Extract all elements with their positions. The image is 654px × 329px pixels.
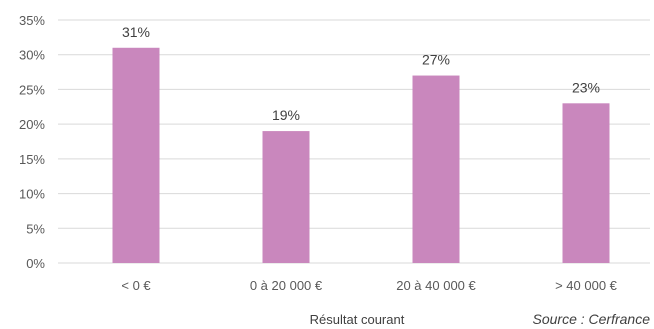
data-labels: 31% 19% 27% 23% [122,24,600,123]
y-tick-label: 10% [19,187,45,202]
y-tick-label: 20% [19,117,45,132]
data-label: 19% [272,107,300,123]
data-label: 31% [122,24,150,40]
y-axis-ticks: 0% 5% 10% 15% 20% 25% 30% 35% [19,13,45,271]
bars [112,47,610,264]
x-axis-title: Résultat courant [310,312,405,327]
bar [562,103,610,263]
data-label: 23% [572,79,600,95]
x-tick-label: < 0 € [121,278,151,293]
y-tick-label: 0% [26,256,45,271]
x-tick-label: 0 à 20 000 € [250,278,323,293]
bar [412,75,460,264]
x-tick-label: > 40 000 € [555,278,618,293]
data-label: 27% [422,52,450,68]
y-tick-label: 5% [26,221,45,236]
x-tick-label: 20 à 40 000 € [396,278,476,293]
y-tick-label: 35% [19,13,45,28]
y-tick-label: 30% [19,48,45,63]
bar [112,47,160,264]
y-tick-label: 25% [19,82,45,97]
x-axis-ticks: < 0 € 0 à 20 000 € 20 à 40 000 € > 40 000 € [121,278,617,293]
y-tick-label: 15% [19,152,45,167]
source-note: Source : Cerfrance [533,311,651,327]
bar [262,131,310,263]
